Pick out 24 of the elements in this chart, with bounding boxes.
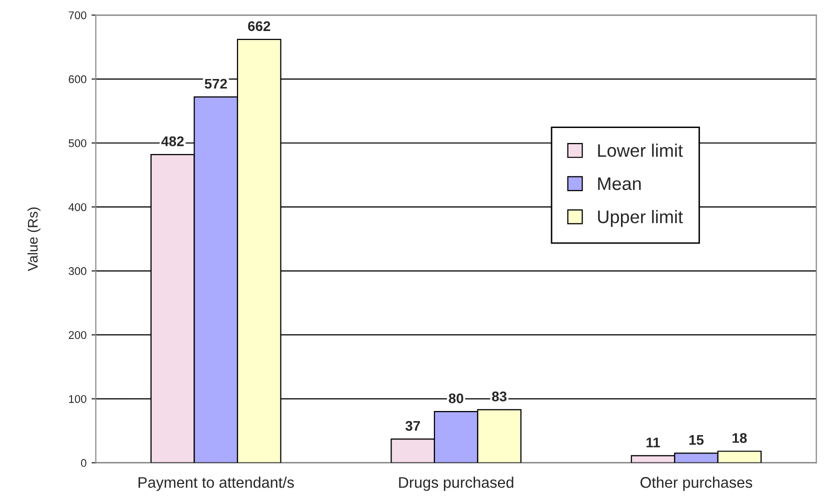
x-tick-label: Drugs purchased [399, 476, 514, 491]
legend-label: Lower limit [598, 144, 683, 157]
y-tick-label: 100 [69, 395, 86, 403]
data-label: 83 [492, 392, 507, 402]
y-tick-label: 400 [68, 203, 86, 212]
y-tick-label: 200 [68, 331, 86, 339]
data-label: 18 [732, 433, 747, 443]
y-tick-label: 0 [81, 459, 86, 467]
legend-label: Upper limit [598, 210, 683, 227]
data-label: 11 [646, 438, 660, 448]
y-tick-label: 300 [68, 267, 86, 276]
data-label: 662 [248, 21, 270, 32]
y-axis-title: Value (Rs) [28, 207, 40, 272]
data-label: 80 [448, 393, 464, 404]
data-label: 482 [161, 136, 184, 146]
x-tick-label: Payment to attendant/s [138, 476, 294, 491]
y-tick-label: 600 [68, 75, 86, 84]
y-tick-label: 700 [68, 11, 86, 20]
data-label: 15 [689, 435, 704, 445]
legend-label: Mean [598, 178, 641, 190]
data-label: 572 [204, 78, 227, 89]
x-tick-label: Other purchases [640, 476, 752, 491]
y-tick-label: 500 [68, 139, 86, 148]
data-label: 37 [405, 420, 420, 431]
